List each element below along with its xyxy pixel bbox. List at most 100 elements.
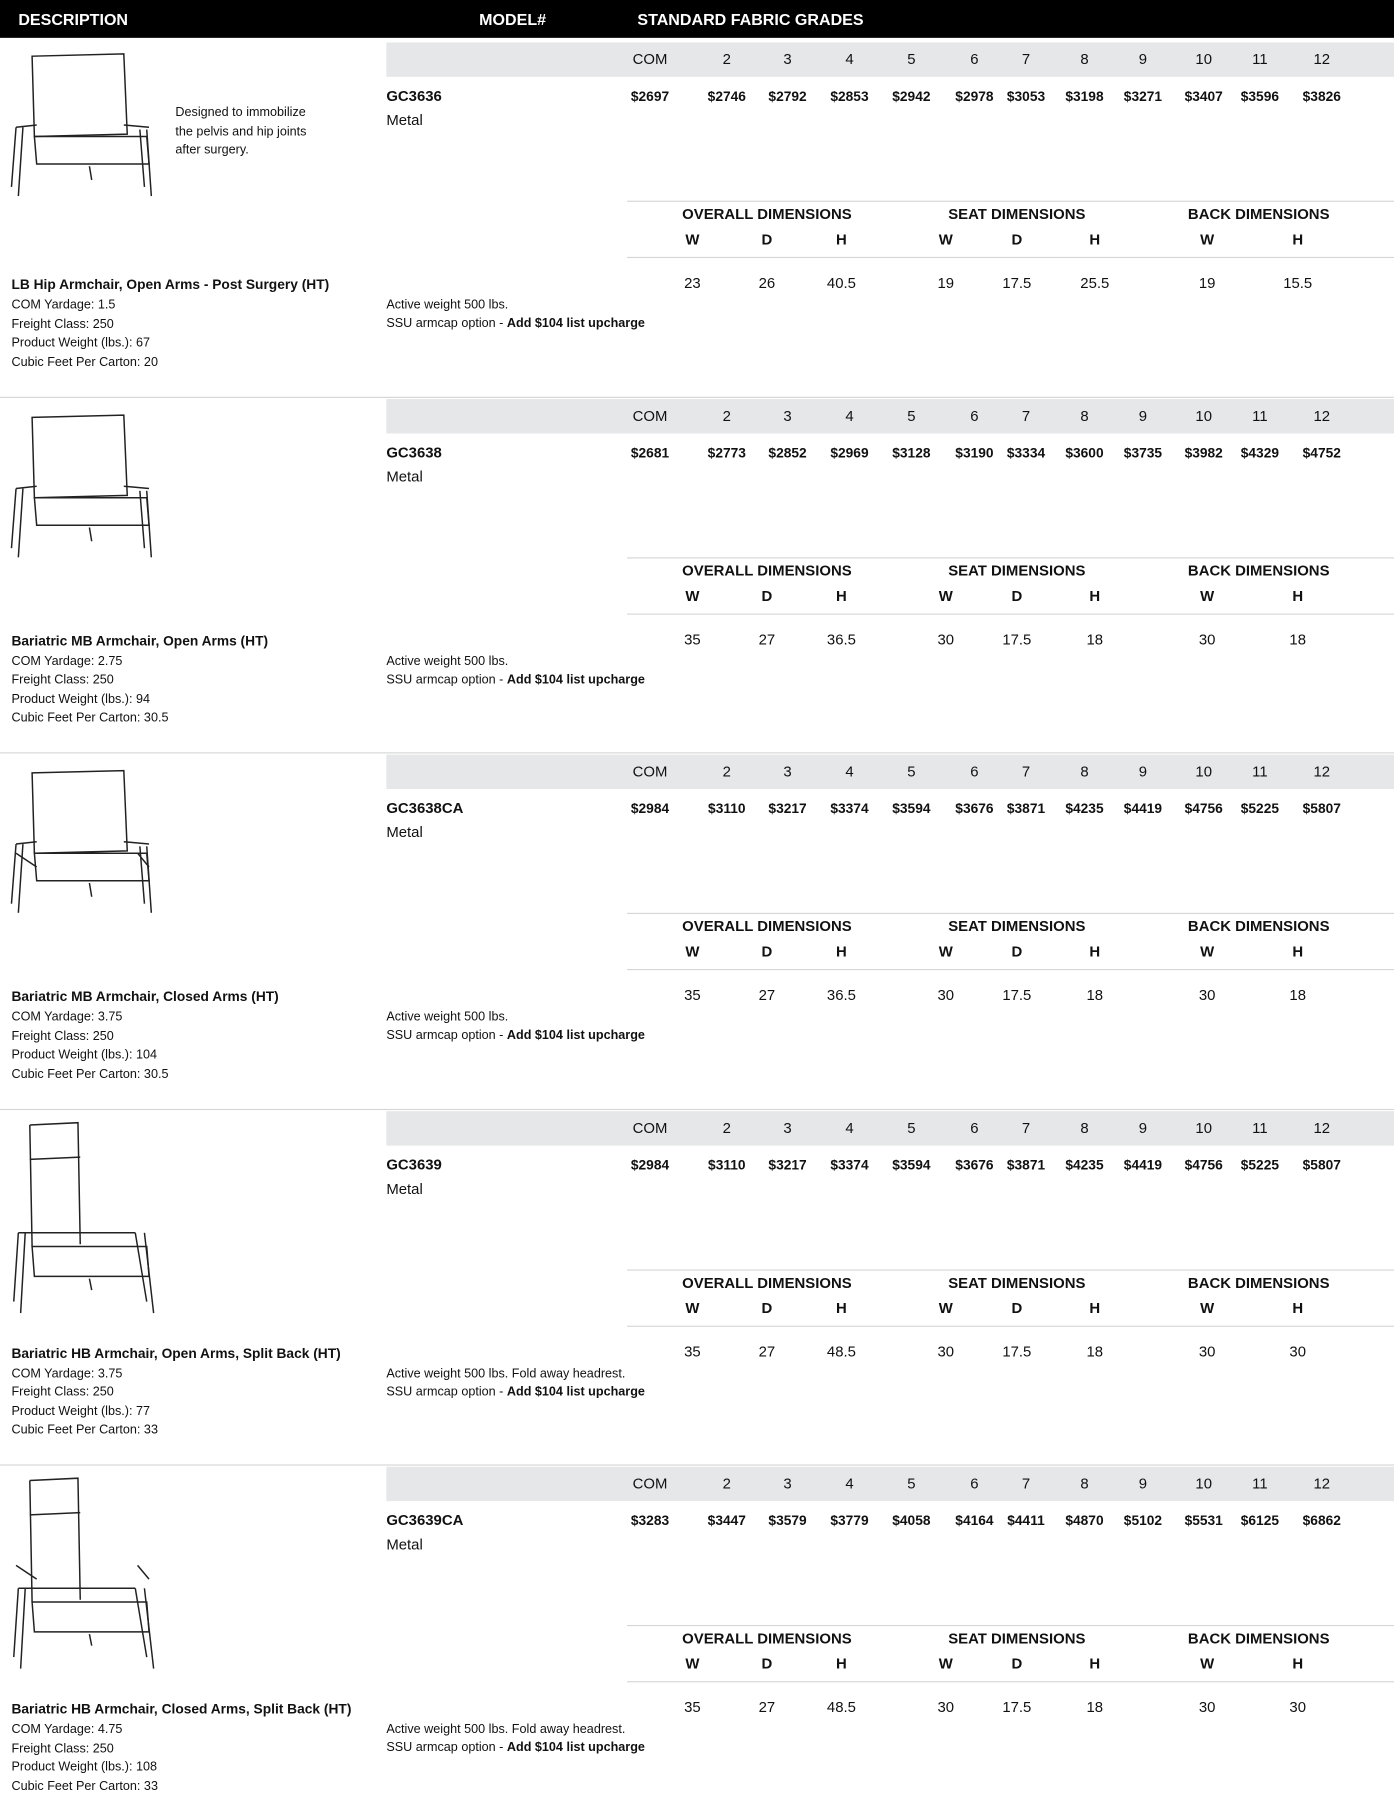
description: Designed to immobilize [175,105,306,120]
price: $3676 [955,1156,994,1173]
grade-label: COM [632,1119,668,1137]
chair-image [9,1118,169,1330]
price: $5225 [1240,1156,1280,1173]
header-grades: STANDARD FABRIC GRADES [637,10,864,29]
grade-label: 3 [783,406,792,424]
grade-label: 11 [1252,406,1268,424]
grade-label: 10 [1195,1475,1212,1493]
product-section: COM 2 3 4 5 6 7 8 9 10 11 12 GC3638 Metal $2681 $2773 $2… [0,396,1394,752]
grade-label: 9 [1138,406,1148,424]
spec: Cubic Feet Per Carton: 33 [11,1423,158,1438]
section-divider [0,1464,1394,1467]
material: Metal [386,111,423,129]
price: $3374 [830,800,869,817]
grade-label: 5 [907,1119,916,1137]
price: $3447 [707,1513,746,1530]
grade-label: 9 [1138,1119,1148,1137]
grade-label: 3 [783,762,792,781]
dimension-label: D [761,230,773,248]
grade-band [386,754,1394,790]
dimension-group: SEAT DIMENSIONS [948,1630,1086,1648]
dimension-label: H [1292,942,1304,961]
dimension-label: D [1011,586,1023,604]
dimension-label: D [761,1299,773,1317]
material: Metal [386,1535,423,1554]
price: $3735 [1123,444,1163,461]
dimension-label: H [836,1655,847,1673]
spec: Freight Class: 250 [11,673,114,688]
dimension-label: H [1292,1655,1304,1673]
price: $4752 [1302,444,1341,461]
spec: Product Weight (lbs.): 104 [11,1048,158,1063]
dimension-value: 35 [684,1698,701,1717]
dimension-label: H [836,942,847,961]
dimension-label: W [938,586,953,604]
spec: COM Yardage: 3.75 [11,1010,123,1025]
spec: COM Yardage: 4.75 [11,1722,123,1737]
dimension-value: 18 [1086,1698,1104,1717]
grade-label: 5 [907,50,916,68]
dimension-value: 26 [758,274,776,292]
dimension-value: 36.5 [826,630,856,648]
grade-label: 7 [1021,406,1031,424]
option-upcharge: Add $104 list upcharge [506,316,645,331]
price: $6862 [1302,1513,1341,1530]
option: SSU armcap option - Add $104 list upchar… [386,1384,645,1400]
grade-label: 11 [1252,1475,1268,1493]
dimension-value: 18 [1289,630,1306,648]
price: $2969 [830,444,869,461]
dim-rule [627,1681,1394,1683]
price: $2773 [707,444,746,461]
dimension-group: OVERALL DIMENSIONS [682,561,852,579]
dimension-value: 27 [758,986,776,1004]
grade-label: 12 [1313,406,1331,424]
dimension-label: H [1292,586,1304,604]
spec: Product Weight (lbs.): 108 [11,1760,158,1775]
price: $5225 [1240,800,1280,817]
dimension-label: W [938,1655,953,1673]
dimension-value: 18 [1086,986,1104,1004]
grade-label: 2 [722,50,731,68]
chair-image [9,762,169,974]
dimension-group: SEAT DIMENSIONS [948,561,1086,579]
section-divider [0,1108,1394,1110]
grade-label: 4 [845,1119,854,1137]
grade-label: 4 [845,50,854,68]
dimension-label: W [1200,230,1215,248]
dimension-label: D [1011,942,1023,961]
grade-label: 6 [970,1475,979,1493]
grade-label: 11 [1252,50,1268,68]
dimension-label: H [1089,942,1101,961]
grade-label: COM [632,50,668,68]
price: $3871 [1006,1156,1046,1173]
dimension-group: BACK DIMENSIONS [1187,1630,1330,1648]
dimension-label: D [1011,1299,1023,1317]
option-text: SSU armcap option - [386,672,507,687]
dimension-label: H [836,230,847,248]
dimension-value: 36.5 [826,986,856,1004]
dimension-group: SEAT DIMENSIONS [948,205,1086,223]
product-name: LB Hip Armchair, Open Arms - Post Surger… [11,276,330,293]
grade-label: 12 [1313,762,1331,781]
option-text: SSU armcap option - [386,1741,507,1756]
price: $2697 [630,88,670,105]
dimension-value: 15.5 [1283,274,1313,292]
dimension-label: H [1089,230,1101,248]
product-name: Bariatric HB Armchair, Closed Arms, Spli… [11,1701,352,1718]
dimension-label: W [938,942,953,961]
dimension-value: 35 [684,1342,701,1360]
dim-rule [627,1325,1394,1327]
dimension-value: 19 [937,274,955,292]
dim-rule [627,613,1394,615]
product-section: COM 2 3 4 5 6 7 8 9 10 11 12 GC3636 Metal $2697 $2746 $2… [0,40,1394,396]
spec: Cubic Feet Per Carton: 33 [11,1779,158,1794]
spec: Freight Class: 250 [11,1741,114,1756]
product-name: Bariatric MB Armchair, Open Arms (HT) [11,632,269,649]
dimension-value: 30 [1289,1342,1306,1360]
grade-label: 7 [1021,50,1031,68]
dim-rule [627,1625,1394,1627]
dimension-group: BACK DIMENSIONS [1187,1273,1330,1292]
dimension-label: H [836,1299,847,1317]
